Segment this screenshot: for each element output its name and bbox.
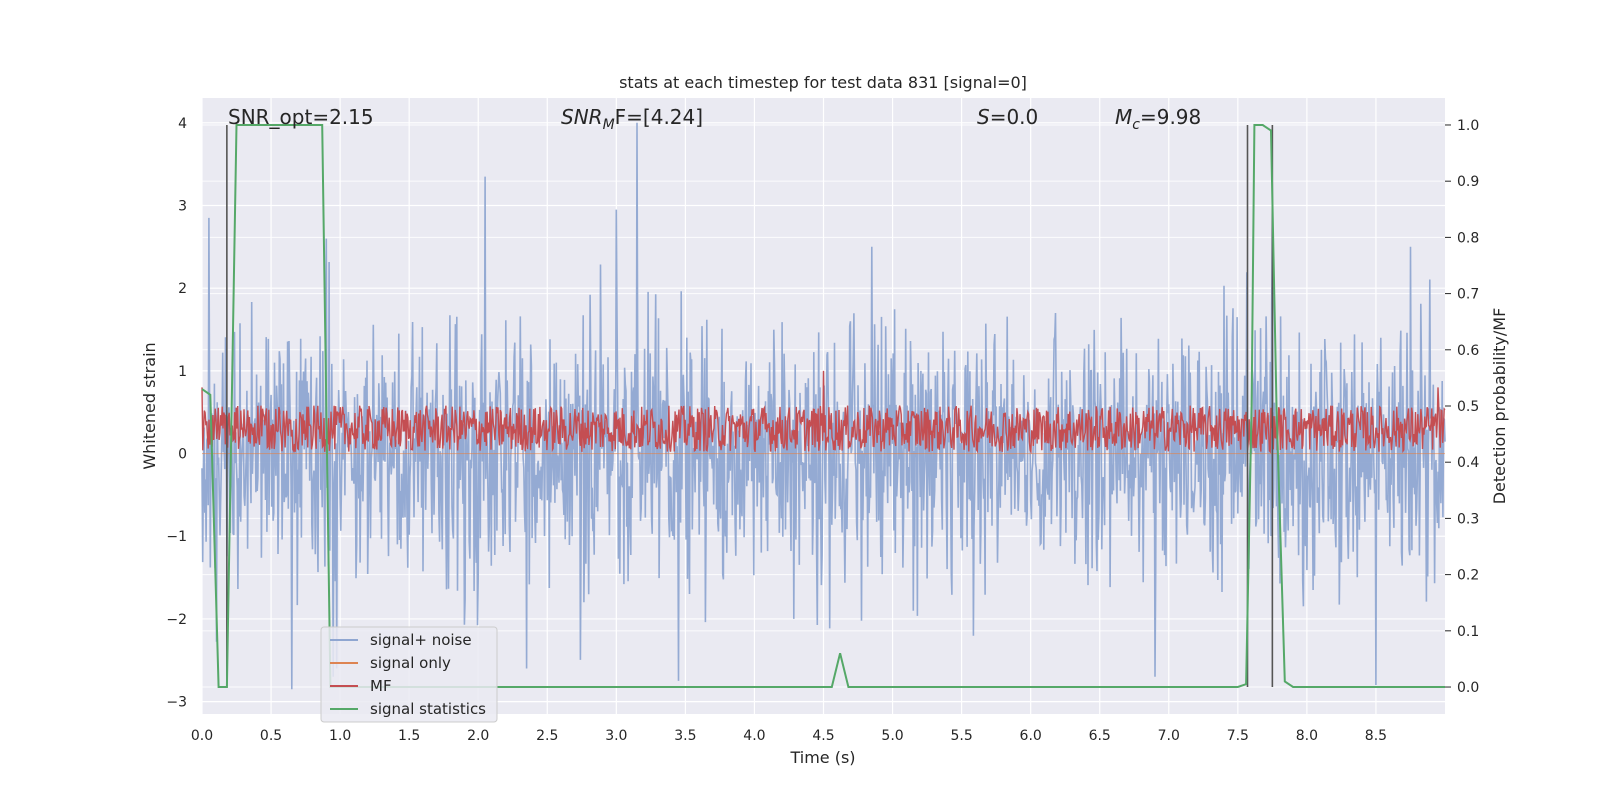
x-tick-label-16: 8.0: [1296, 728, 1318, 744]
y-left-tick-label-0: −3: [166, 695, 187, 711]
x-tick-label-7: 3.5: [674, 728, 696, 744]
x-tick-label-0: 0.0: [191, 728, 213, 744]
chart-title: stats at each timestep for test data 831…: [619, 73, 1027, 92]
y-right-tick-label-8: 0.8: [1457, 230, 1479, 246]
mc-sub: c: [1132, 117, 1140, 133]
y-left-tick-label-3: 0: [178, 447, 187, 463]
y-left-tick-label-2: −1: [166, 529, 187, 545]
x-tick-label-17: 8.5: [1365, 728, 1387, 744]
mc-rest: =9.98: [1140, 105, 1201, 129]
x-tick-label-15: 7.5: [1227, 728, 1249, 744]
snr-mf-annotation: SNRMF=[4.24]: [561, 105, 703, 133]
x-axis-ticks: 0.0 0.5 1.0 1.5 2.0 2.5 3.0 3.5 4.0 4.5 5.0 5.5 6.0 6…: [191, 728, 1387, 744]
legend-entry-noise: signal+ noise: [370, 631, 472, 649]
signal-statistics-line: [201, 124, 1445, 688]
snr-opt-annotation: SNR_opt=2.15: [228, 105, 374, 129]
s-main: S: [977, 105, 990, 129]
x-tick-label-2: 1.0: [329, 728, 351, 744]
x-tick-label-4: 2.0: [467, 728, 489, 744]
y-right-tick-label-1: 0.1: [1457, 624, 1479, 640]
x-tick-label-11: 5.5: [950, 728, 972, 744]
mc-main: M: [1115, 105, 1132, 129]
y-left-tick-label-4: 1: [178, 364, 187, 380]
legend-entry-signal: signal only: [370, 654, 451, 672]
snr-mf-rest: F=[4.24]: [615, 105, 703, 129]
y-right-tick-label-4: 0.4: [1457, 455, 1479, 471]
x-tick-label-5: 2.5: [536, 728, 558, 744]
y-left-tick-label-7: 4: [178, 116, 187, 132]
y-axis-right-label: Detection probability/MF: [1490, 308, 1509, 505]
series-mf: [201, 370, 1446, 455]
snr-mf-main: SNR: [561, 105, 603, 129]
x-tick-label-12: 6.0: [1020, 728, 1042, 744]
x-tick-label-8: 4.0: [743, 728, 765, 744]
x-tick-label-14: 7.0: [1158, 728, 1180, 744]
y-left-tick-label-1: −2: [166, 612, 187, 628]
mc-annotation: Mc=9.98: [1115, 105, 1201, 133]
y-right-tick-label-9: 0.9: [1457, 174, 1479, 190]
y-right-tick-label-3: 0.3: [1457, 511, 1479, 527]
y-right-tick-label-2: 0.2: [1457, 568, 1479, 584]
mf-line: [201, 370, 1446, 455]
y-right-tick-label-7: 0.7: [1457, 287, 1479, 303]
y-right-tick-label-10: 1.0: [1457, 118, 1479, 134]
legend-entry-stats: signal statistics: [370, 700, 486, 718]
legend-entry-mf: MF: [370, 677, 392, 695]
x-tick-label-10: 5.0: [881, 728, 903, 744]
s-annotation: S=0.0: [977, 105, 1038, 129]
x-tick-label-13: 6.5: [1089, 728, 1111, 744]
y-axis-left-label: Whitened strain: [140, 342, 159, 469]
snr-mf-sub: M: [603, 117, 615, 133]
y-axis-left-ticks: −3 −2 −1 0 1 2 3 4: [166, 116, 187, 711]
y-right-tick-label-0: 0.0: [1457, 680, 1479, 696]
x-axis-label: Time (s): [789, 748, 855, 767]
y-right-tick-label-5: 0.5: [1457, 399, 1479, 415]
y-left-tick-label-6: 3: [178, 198, 187, 214]
legend: signal+ noise signal only MF signal stat…: [320, 626, 498, 723]
x-tick-label-6: 3.0: [605, 728, 627, 744]
y-left-tick-label-5: 2: [178, 281, 187, 297]
y-right-tick-label-6: 0.6: [1457, 343, 1479, 359]
x-tick-label-9: 4.5: [812, 728, 834, 744]
x-tick-label-1: 0.5: [260, 728, 282, 744]
series-signal-statistics: [201, 124, 1445, 688]
x-tick-label-3: 1.5: [398, 728, 420, 744]
legend-box: [320, 626, 498, 723]
s-rest: =0.0: [990, 105, 1039, 129]
y-axis-right-ticks: 0.0 0.1 0.2 0.3 0.4 0.5 0.6 0.7 0.8 0.9 1.0: [1445, 118, 1479, 696]
